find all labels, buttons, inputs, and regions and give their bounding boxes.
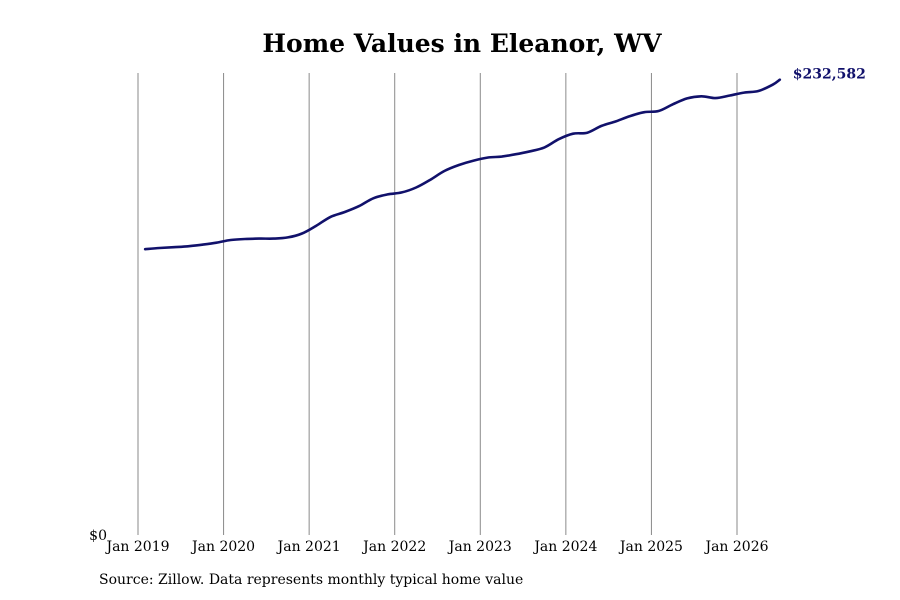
y-tick-label: $0 — [89, 528, 107, 544]
gridlines — [137, 73, 738, 535]
x-tick-label: Jan 2020 — [190, 539, 255, 555]
y-axis-tick-labels: $0 — [89, 528, 107, 544]
x-tick-label: Jan 2025 — [618, 539, 683, 555]
x-tick-label: Jan 2026 — [703, 539, 768, 555]
source-note: Source: Zillow. Data represents monthly … — [99, 572, 524, 588]
x-tick-label: Jan 2024 — [532, 539, 597, 555]
series-lines — [143, 78, 782, 251]
x-tick-label: Jan 2023 — [447, 539, 512, 555]
x-tick-label: Jan 2022 — [361, 539, 426, 555]
series-line — [143, 78, 782, 251]
x-tick-label: Jan 2021 — [276, 539, 341, 555]
chart-title: Home Values in Eleanor, WV — [262, 29, 662, 58]
end-value-label: $232,582 — [793, 67, 866, 83]
x-tick-label: Jan 2019 — [104, 539, 169, 555]
x-axis-tick-labels: Jan 2019 Jan 2020 Jan 2021 Jan 2022 Jan 2023… — [104, 539, 768, 555]
data-labels: $232,582 — [793, 67, 866, 83]
